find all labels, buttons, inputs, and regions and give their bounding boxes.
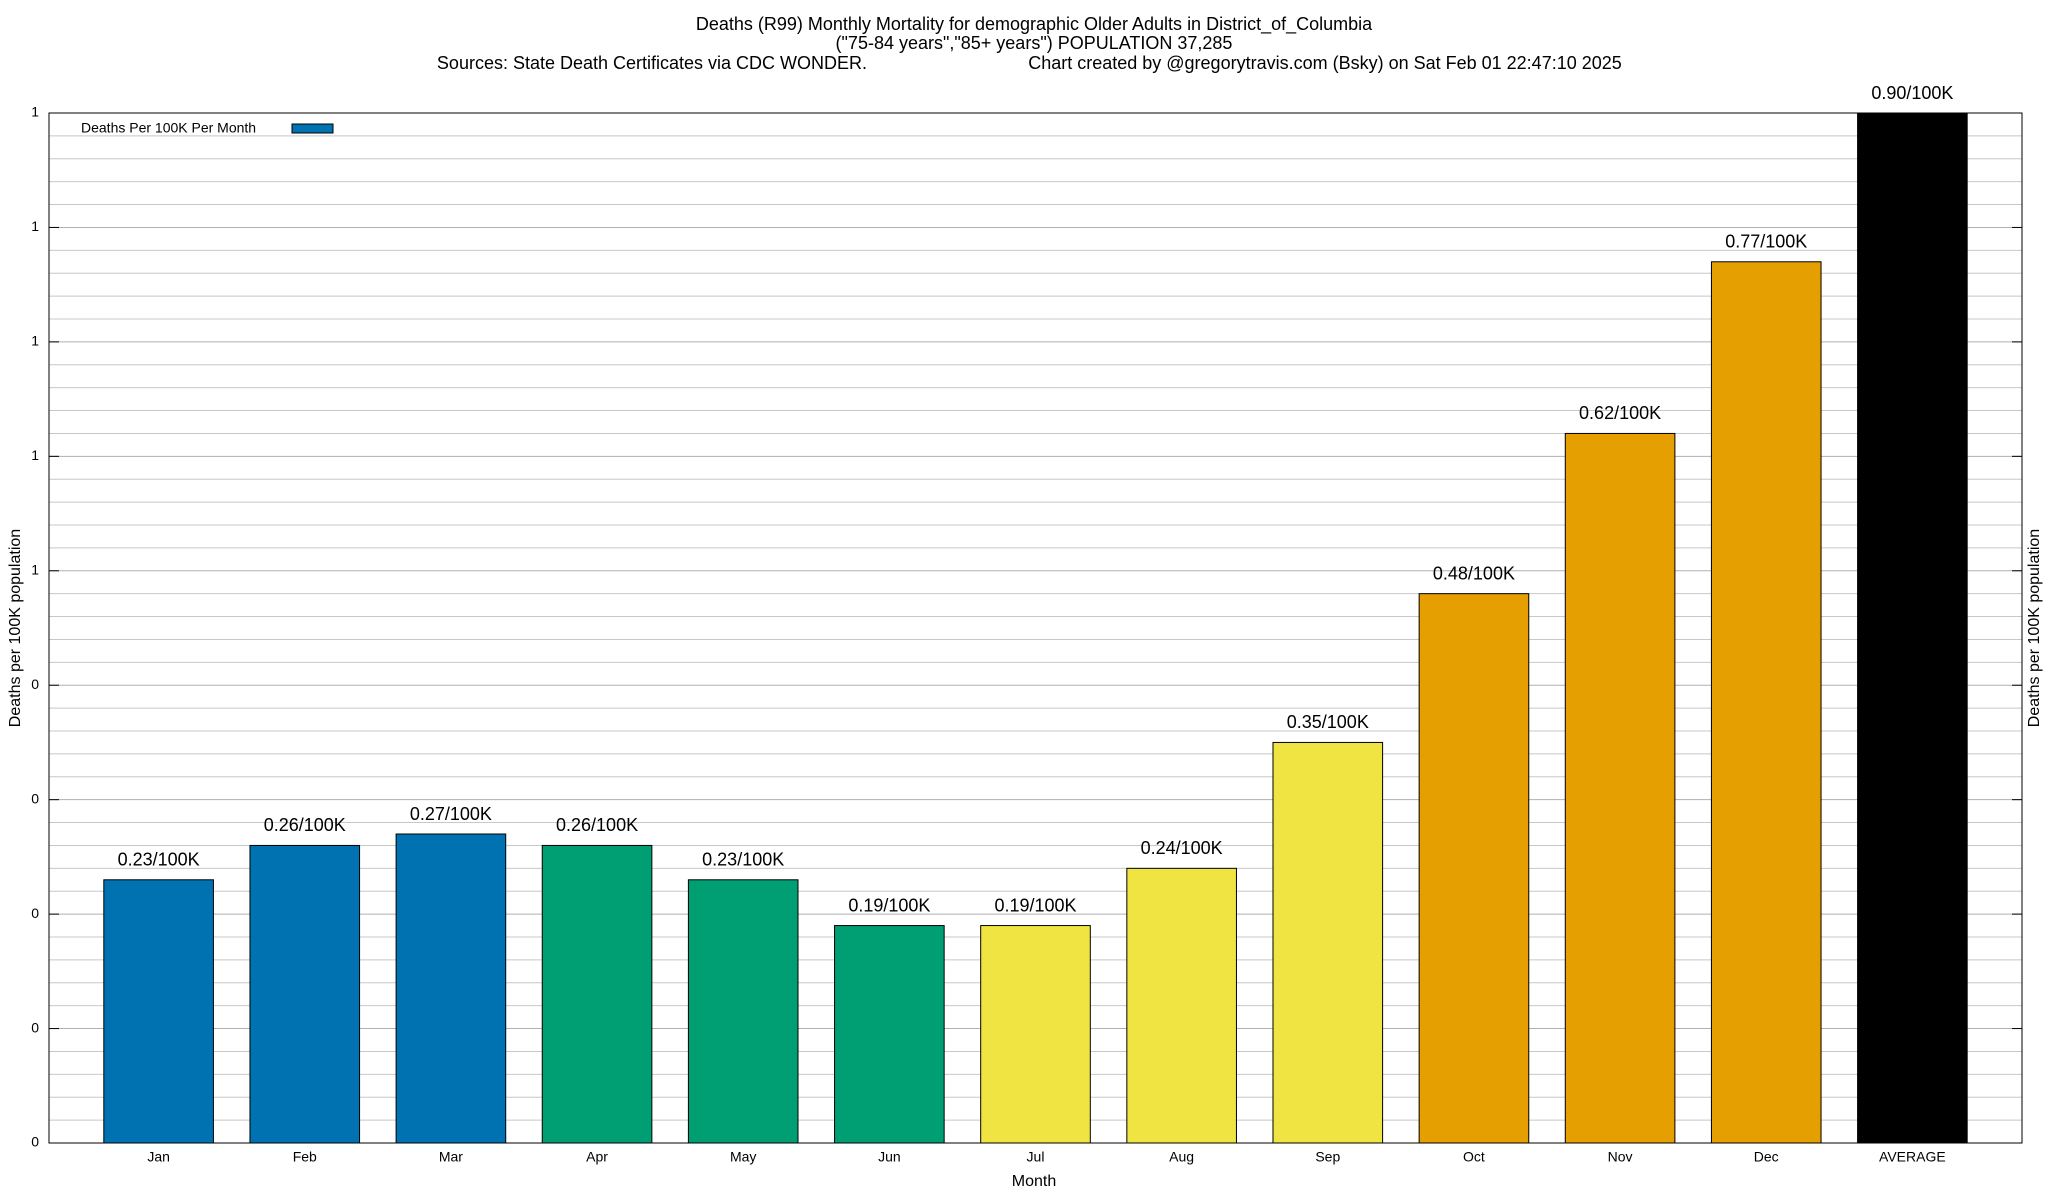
- bar: [980, 925, 1091, 1144]
- x-tick-label: Apr: [586, 1149, 608, 1165]
- value-label: 0.26/100K: [264, 815, 346, 835]
- plot-frame: [48, 112, 2023, 1144]
- y-tick-label: 1: [31, 104, 39, 120]
- bar: [1857, 112, 1968, 1144]
- credit: Chart created by @gregorytravis.com (Bsk…: [1028, 53, 1622, 73]
- legend-label: Deaths Per 100K Per Month: [81, 120, 256, 136]
- value-label: 0.19/100K: [848, 895, 930, 915]
- bar: [541, 844, 653, 1144]
- y-axis-label: Deaths per 100K population: [7, 529, 24, 727]
- bar: [1272, 741, 1384, 1144]
- x-axis-label: Month: [1012, 1173, 1056, 1190]
- bar: [834, 925, 945, 1144]
- y-tick-label: 0: [31, 905, 39, 921]
- value-label: 0.24/100K: [1141, 838, 1223, 858]
- sources: Sources: State Death Certificates via CD…: [437, 53, 867, 73]
- legend-swatch: [291, 123, 334, 134]
- x-tick-label: May: [730, 1149, 756, 1165]
- x-tick-label: Jan: [147, 1149, 170, 1165]
- y-tick-label: 1: [31, 218, 39, 234]
- value-label: 0.19/100K: [994, 895, 1076, 915]
- y-tick-label: 0: [31, 1134, 39, 1150]
- bar: [1564, 432, 1676, 1144]
- value-label: 0.27/100K: [410, 804, 492, 824]
- value-label: 0.77/100K: [1725, 232, 1807, 252]
- x-tick-label: Jun: [878, 1149, 901, 1165]
- y-tick-label: 0: [31, 676, 39, 692]
- y-tick-label: 1: [31, 447, 39, 463]
- value-label: 0.62/100K: [1579, 403, 1661, 423]
- x-tick-label: AVERAGE: [1879, 1149, 1946, 1165]
- value-label: 0.35/100K: [1287, 712, 1369, 732]
- value-label: 0.90/100K: [1871, 83, 1953, 103]
- x-tick-label: Jul: [1027, 1149, 1045, 1165]
- y2-axis-label: Deaths per 100K population: [2026, 529, 2043, 727]
- bar: [1710, 261, 1822, 1144]
- bar: [687, 879, 799, 1144]
- value-label: 0.26/100K: [556, 815, 638, 835]
- y-tick-label: 1: [31, 333, 39, 349]
- bar: [249, 844, 361, 1144]
- x-tick-label: Dec: [1754, 1149, 1779, 1165]
- y-tick-label: 0: [31, 1019, 39, 1035]
- x-tick-label: Oct: [1463, 1149, 1485, 1165]
- bar: [103, 879, 214, 1144]
- y-tick-label: 0: [31, 790, 39, 806]
- value-label: 0.23/100K: [118, 850, 200, 870]
- chart-subtitle: ("75-84 years","85+ years") POPULATION 3…: [836, 33, 1233, 53]
- x-tick-label: Sep: [1315, 1149, 1340, 1165]
- x-tick-label: Feb: [293, 1149, 317, 1165]
- bar: [1126, 867, 1237, 1144]
- value-label: 0.23/100K: [702, 850, 784, 870]
- x-tick-label: Aug: [1169, 1149, 1194, 1165]
- chart-title: Deaths (R99) Monthly Mortality for demog…: [696, 14, 1373, 35]
- value-label: 0.48/100K: [1433, 563, 1515, 583]
- bar: [395, 833, 507, 1144]
- y-tick-label: 1: [31, 561, 39, 577]
- x-tick-label: Mar: [439, 1149, 463, 1165]
- bar: [1418, 593, 1530, 1144]
- x-tick-label: Nov: [1608, 1149, 1633, 1165]
